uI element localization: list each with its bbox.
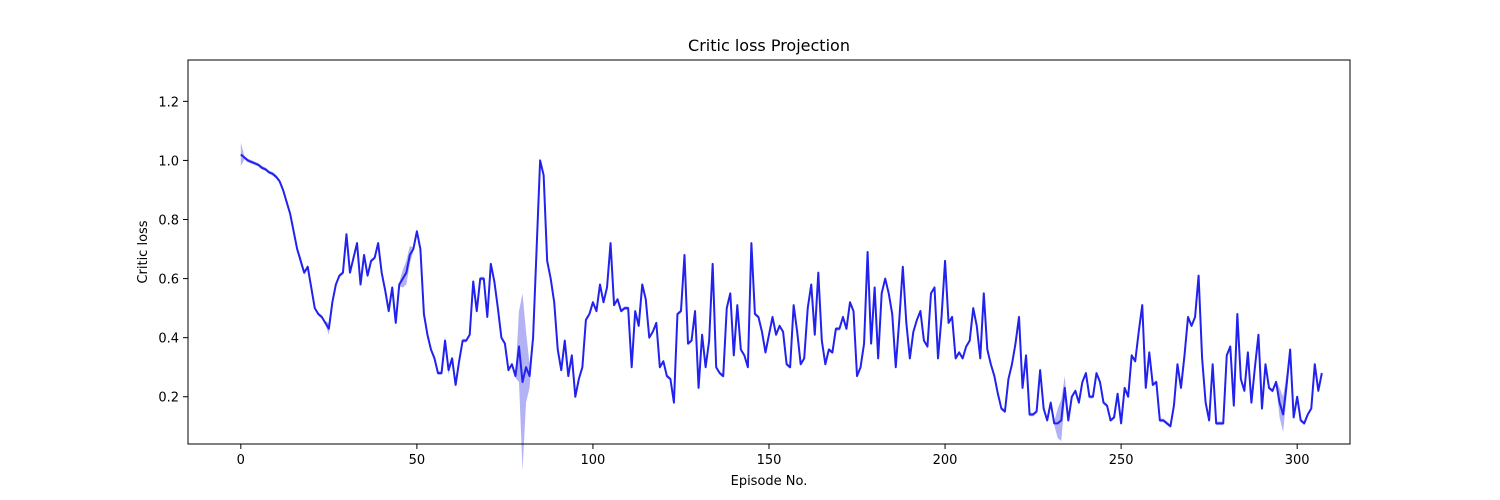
y-tick-label: 1.2 bbox=[158, 95, 179, 110]
series-line bbox=[240, 153, 1323, 428]
y-tick-label: 0.2 bbox=[158, 391, 179, 406]
chart-title: Critic loss Projection bbox=[688, 36, 850, 55]
y-axis-label: Critic loss bbox=[136, 220, 151, 283]
y-tick-label: 0.6 bbox=[158, 273, 179, 288]
x-tick-label: 300 bbox=[1285, 453, 1310, 468]
x-tick-label: 0 bbox=[237, 453, 245, 468]
x-tick-label: 150 bbox=[757, 453, 782, 468]
x-tick-label: 250 bbox=[1109, 453, 1134, 468]
y-tick-label: 0.8 bbox=[158, 214, 179, 229]
y-tick-label: 0.4 bbox=[158, 332, 179, 347]
x-tick-label: 50 bbox=[409, 453, 426, 468]
x-axis-ticks: 0 50 100 150 200 250 300 bbox=[237, 444, 1310, 468]
y-tick-label: 1.0 bbox=[158, 154, 179, 169]
x-axis-label: Episode No. bbox=[731, 474, 808, 489]
y-axis-ticks: 0.2 0.4 0.6 0.8 1.0 1.2 bbox=[158, 95, 188, 406]
plot-area bbox=[240, 142, 1323, 471]
x-tick-label: 200 bbox=[933, 453, 958, 468]
x-tick-label: 100 bbox=[581, 453, 606, 468]
